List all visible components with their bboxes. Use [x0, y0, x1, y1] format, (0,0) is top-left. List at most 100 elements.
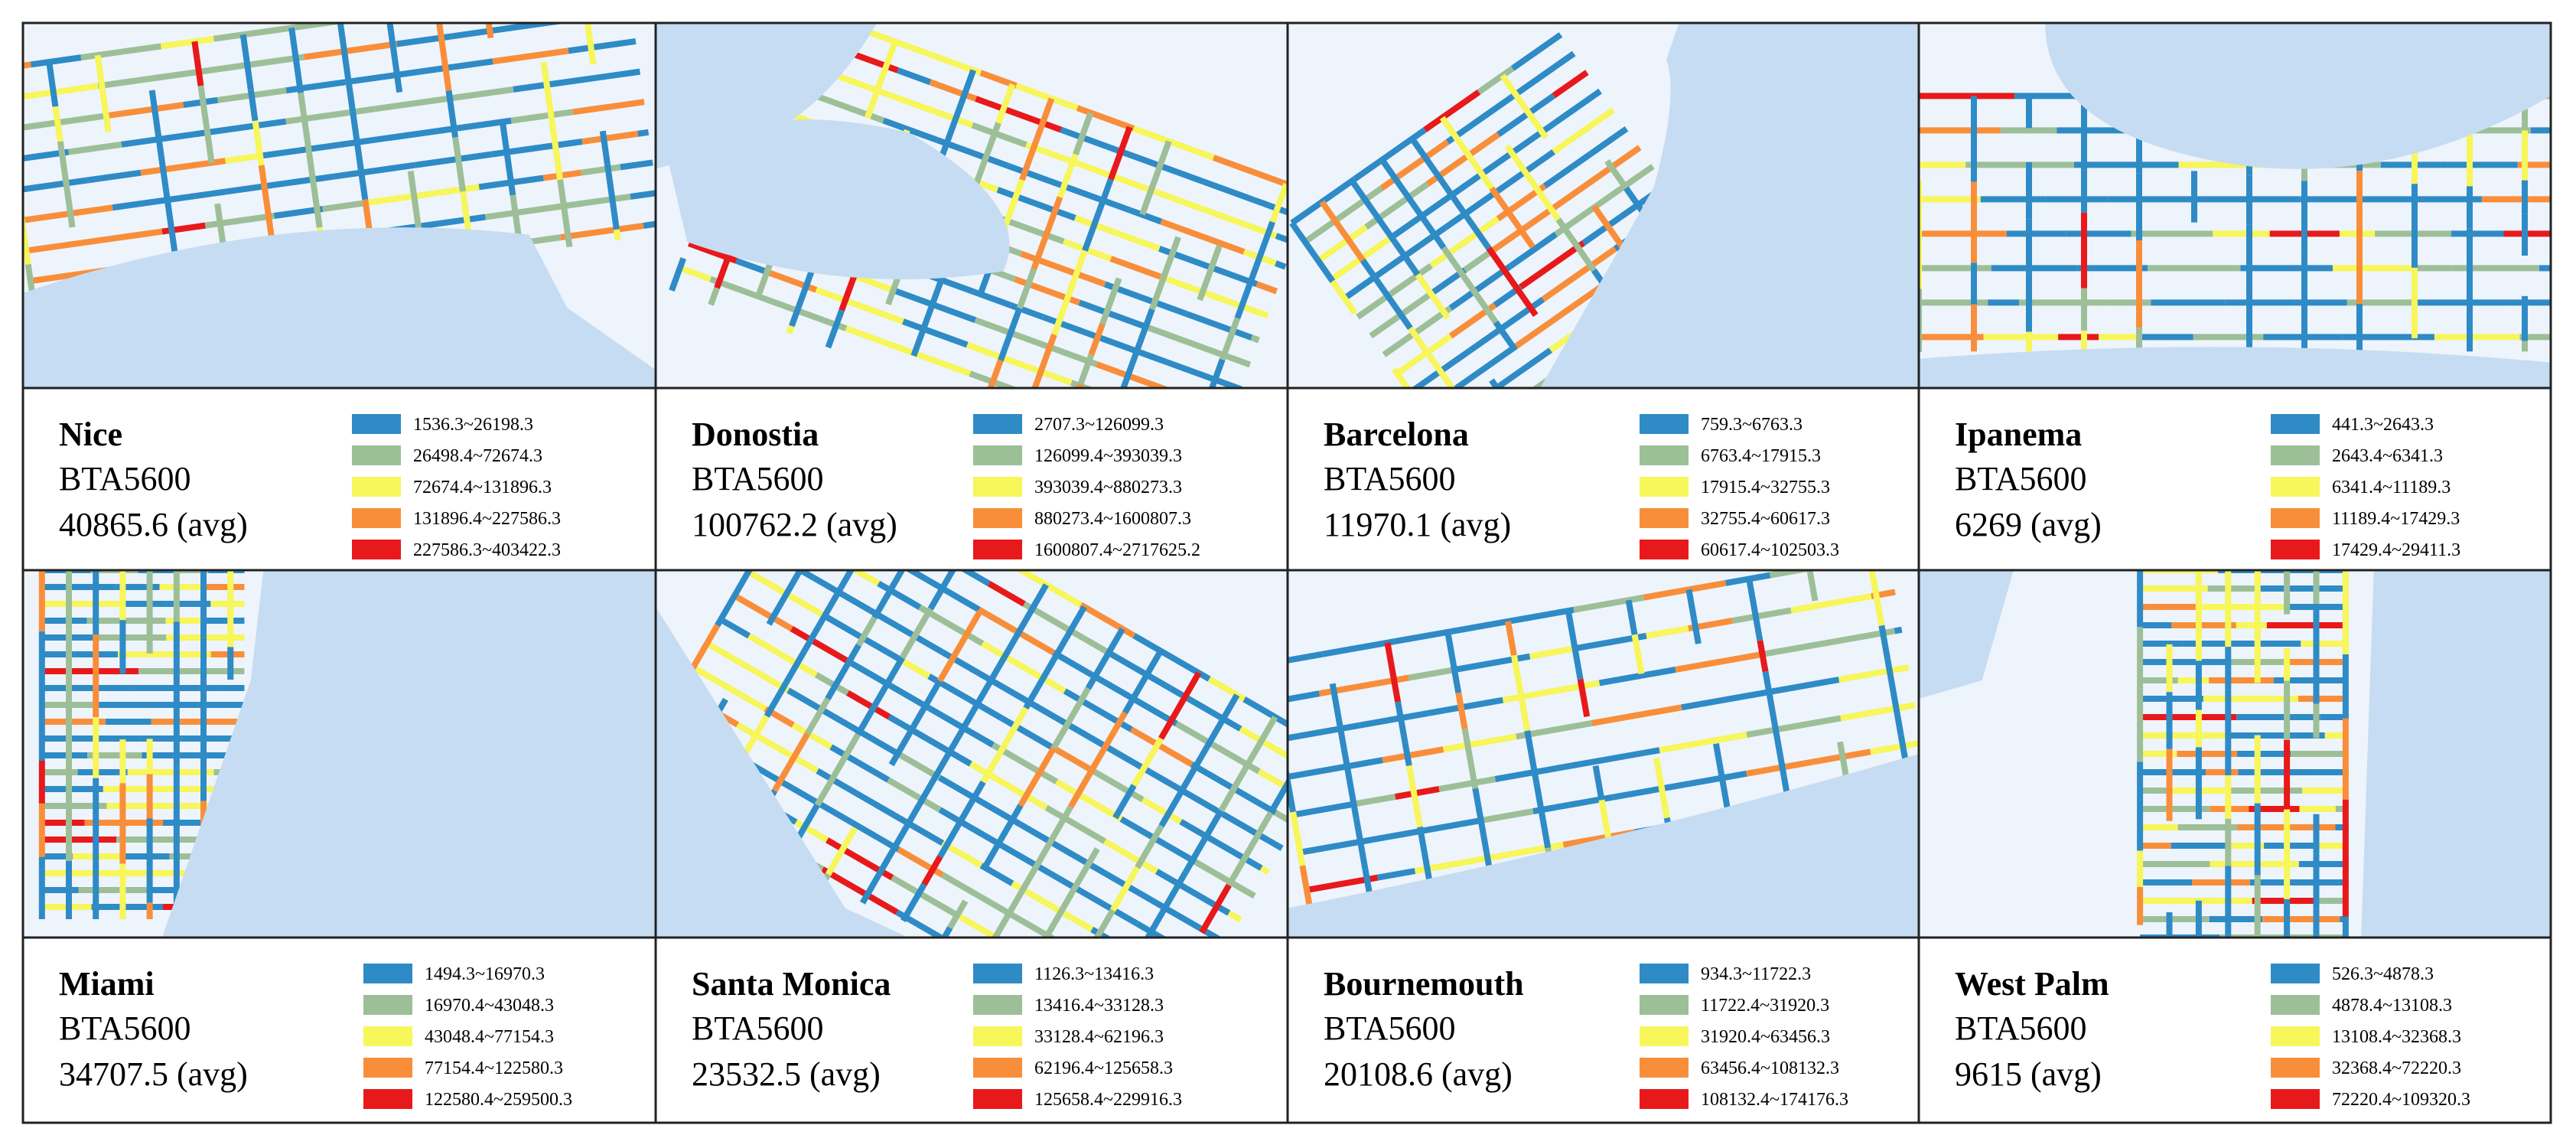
street — [1269, 183, 1288, 223]
legend-box — [1286, 936, 1920, 1124]
legend-box — [21, 386, 657, 572]
legend-label: 11189.4~17429.3 — [2332, 509, 2460, 529]
street — [1044, 804, 1107, 844]
street — [1894, 626, 1903, 634]
street — [980, 745, 1006, 784]
street — [568, 38, 634, 54]
street — [500, 122, 516, 196]
legend-swatch — [2271, 995, 2320, 1015]
street — [1044, 636, 1070, 673]
street — [679, 265, 712, 282]
city-name: West Palm — [1955, 965, 2109, 1003]
legend-swatch — [363, 1089, 412, 1109]
street — [975, 96, 1063, 133]
street — [1303, 185, 1384, 245]
street — [969, 761, 1048, 810]
legend-box — [654, 386, 1289, 572]
street — [921, 855, 943, 886]
street — [230, 54, 305, 71]
legend-label: 108132.4~174176.3 — [1701, 1090, 1848, 1110]
street — [337, 23, 357, 112]
legend-label: 43048.4~77154.3 — [425, 1027, 554, 1047]
street — [1804, 748, 1871, 767]
street — [947, 899, 969, 930]
street — [306, 152, 323, 228]
city-name: Santa Monica — [692, 965, 891, 1003]
street — [1444, 631, 1462, 694]
street — [1504, 144, 1562, 222]
legend-swatch — [973, 445, 1022, 465]
street — [962, 649, 1011, 728]
street — [1268, 737, 1288, 814]
street — [57, 141, 76, 228]
water — [656, 607, 909, 938]
legend-swatch — [973, 964, 1022, 983]
street — [1319, 200, 1366, 263]
street — [25, 243, 57, 254]
street — [1533, 782, 1552, 849]
street — [1591, 704, 1682, 726]
street — [1353, 817, 1369, 870]
street — [1353, 794, 1396, 807]
street — [978, 122, 1001, 172]
street — [828, 70, 912, 106]
average: 100762.2 (avg) — [692, 506, 897, 543]
street — [448, 86, 514, 102]
street — [1878, 625, 1891, 660]
legend-swatch — [973, 1058, 1022, 1078]
street — [987, 581, 1026, 607]
street — [252, 120, 265, 166]
street — [815, 286, 904, 325]
street — [825, 644, 861, 701]
street — [1003, 863, 1040, 921]
legend-swatch — [1640, 414, 1689, 434]
street — [344, 66, 438, 86]
legend-label: 880273.4~1600807.3 — [1034, 509, 1191, 529]
street — [445, 90, 459, 139]
street — [1625, 599, 1638, 636]
street — [56, 233, 132, 249]
street — [1067, 767, 1096, 809]
streets — [656, 570, 1288, 938]
street — [1057, 153, 1079, 199]
street — [613, 229, 621, 241]
street — [155, 132, 170, 191]
street — [1529, 645, 1576, 660]
legend-label: 60617.4~102503.3 — [1701, 540, 1839, 560]
legend-label: 77154.4~122580.3 — [425, 1058, 563, 1078]
street — [1353, 145, 1400, 182]
street — [1274, 810, 1288, 827]
street — [1608, 164, 1655, 199]
street — [814, 732, 861, 807]
street — [1226, 810, 1274, 887]
street — [604, 163, 620, 230]
legend-swatch — [1640, 477, 1689, 497]
average: 40865.6 (avg) — [59, 506, 248, 543]
city-name: Miami — [59, 965, 155, 1003]
map — [1288, 23, 1919, 388]
street — [790, 785, 854, 826]
street — [1029, 333, 1057, 388]
average: 6269 (avg) — [1955, 506, 2102, 543]
metric: BTA5600 — [59, 1009, 191, 1047]
street — [875, 803, 922, 877]
legend-label: 11722.4~31920.3 — [1701, 996, 1829, 1016]
street — [778, 0, 822, 15]
street — [1379, 158, 1428, 223]
legend-swatch — [973, 540, 1022, 559]
street — [733, 592, 793, 631]
street — [1077, 354, 1094, 386]
street — [458, 0, 514, 5]
street — [1006, 162, 1060, 188]
street — [1461, 728, 1479, 789]
street — [719, 617, 751, 639]
street — [855, 656, 905, 736]
street — [1078, 888, 1139, 927]
street — [1159, 870, 1188, 915]
street — [1477, 66, 1515, 95]
street — [572, 103, 614, 116]
legend-label: 1536.3~26198.3 — [413, 415, 533, 435]
street — [1119, 911, 1165, 938]
street — [285, 79, 346, 94]
street — [1330, 279, 1358, 315]
